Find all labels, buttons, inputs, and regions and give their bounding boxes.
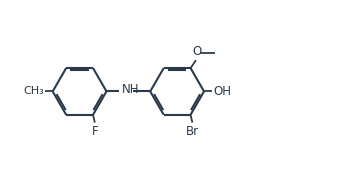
Text: Br: Br bbox=[186, 125, 199, 139]
Text: OH: OH bbox=[213, 85, 231, 98]
Text: NH: NH bbox=[122, 83, 139, 97]
Text: CH₃: CH₃ bbox=[23, 86, 44, 96]
Text: F: F bbox=[92, 125, 99, 139]
Text: O: O bbox=[192, 45, 201, 59]
